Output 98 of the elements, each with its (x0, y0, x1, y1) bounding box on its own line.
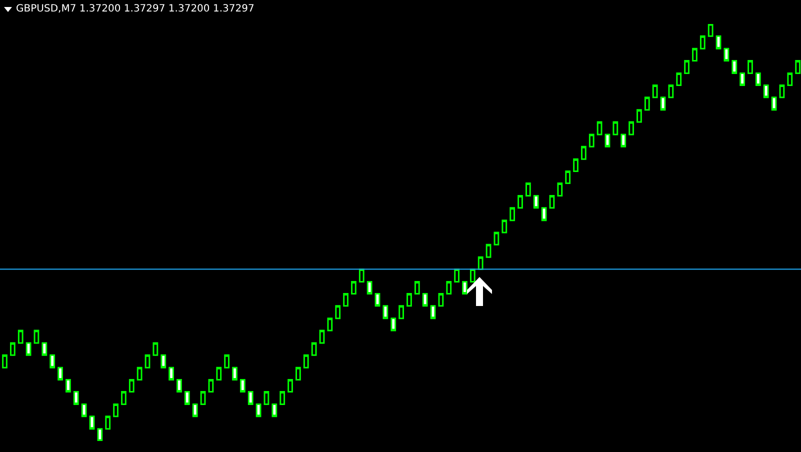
candlestick (557, 182, 563, 197)
candlestick (549, 195, 555, 209)
candlestick (684, 60, 690, 74)
chart-title: GBPUSD,M7 1.37200 1.37297 1.37200 1.37297 (16, 4, 254, 15)
candlestick (113, 404, 118, 418)
candlestick (422, 293, 428, 307)
candlestick (176, 378, 182, 393)
candlestick (232, 366, 238, 380)
candlestick (716, 35, 722, 50)
candlestick (732, 60, 738, 74)
candlestick (636, 109, 642, 123)
candlestick (366, 280, 372, 295)
candlestick (581, 146, 586, 160)
candlestick (58, 366, 63, 380)
candlestick (406, 293, 412, 307)
candlestick (200, 391, 206, 406)
candlestick (620, 134, 626, 148)
candlestick (319, 330, 325, 344)
candlestick (541, 207, 547, 222)
candlestick (612, 121, 618, 136)
candlestick (502, 220, 508, 234)
candlestick (382, 305, 388, 320)
candlestick (224, 354, 230, 368)
candlestick (343, 293, 348, 307)
candlestick (358, 268, 364, 282)
candlestick (303, 354, 309, 368)
candlestick (588, 134, 594, 148)
candlestick (724, 48, 730, 62)
candlestick (248, 391, 254, 406)
candlestick (668, 84, 674, 98)
candlestick (327, 318, 333, 332)
candlestick (676, 72, 682, 86)
candlestick (573, 158, 578, 172)
candlestick (89, 416, 95, 430)
candlestick (105, 416, 111, 430)
candlestick (518, 195, 523, 209)
candlestick (652, 84, 658, 98)
candlestick (296, 366, 301, 380)
candlestick (486, 244, 492, 258)
candlestick (374, 293, 380, 307)
candlestick (34, 330, 40, 344)
candlestick (311, 342, 317, 356)
candlestick (414, 280, 420, 295)
candlestick (740, 72, 746, 86)
candlestick (533, 195, 539, 209)
candlestick (280, 391, 286, 406)
candlestick (565, 170, 571, 184)
candlestick (596, 121, 602, 136)
candlestick (692, 48, 698, 62)
candlestick (628, 121, 634, 136)
candlestick (97, 428, 103, 441)
candlestick (10, 342, 16, 356)
candlestick (525, 182, 531, 197)
candlestick (708, 24, 714, 37)
candlestick (81, 404, 87, 418)
candlestick (288, 378, 293, 393)
candlestick (264, 391, 270, 406)
candlestick (18, 330, 24, 344)
candlestick (73, 391, 79, 406)
candlestick (42, 342, 48, 356)
candlestick (121, 391, 126, 406)
candlestick (462, 280, 468, 295)
candlestick (755, 72, 761, 86)
candlestick (192, 404, 198, 418)
candlestick (454, 268, 460, 282)
candlestick (398, 305, 404, 320)
candlestick (152, 342, 158, 356)
candlestick (763, 84, 769, 98)
candlestick (351, 280, 356, 295)
candlestick (144, 354, 150, 368)
candlestick (510, 207, 516, 222)
candlestick (660, 96, 666, 111)
candlestick (168, 366, 174, 380)
candlestick (136, 366, 142, 380)
candlestick (26, 342, 32, 356)
candlestick (700, 35, 706, 50)
candlestick (208, 378, 214, 393)
candlestick (644, 96, 650, 111)
candlestick (66, 378, 71, 393)
candlestick (779, 84, 785, 98)
candlestick (787, 72, 793, 86)
candlestick (390, 318, 396, 332)
candlestick (604, 134, 610, 148)
candlestick (160, 354, 166, 368)
candlestick (335, 305, 341, 320)
candlestick (128, 378, 134, 393)
candlestick (184, 391, 190, 406)
candlestick (430, 305, 436, 320)
candlestick (50, 354, 56, 368)
candlestick (494, 232, 500, 246)
candlestick (256, 404, 262, 418)
candlestick (272, 404, 278, 418)
candlestick (216, 366, 222, 380)
candlestick (771, 96, 777, 111)
candlestick (240, 378, 246, 393)
candlestick (446, 280, 452, 295)
candlestick (748, 60, 753, 74)
candlestick (438, 293, 444, 307)
